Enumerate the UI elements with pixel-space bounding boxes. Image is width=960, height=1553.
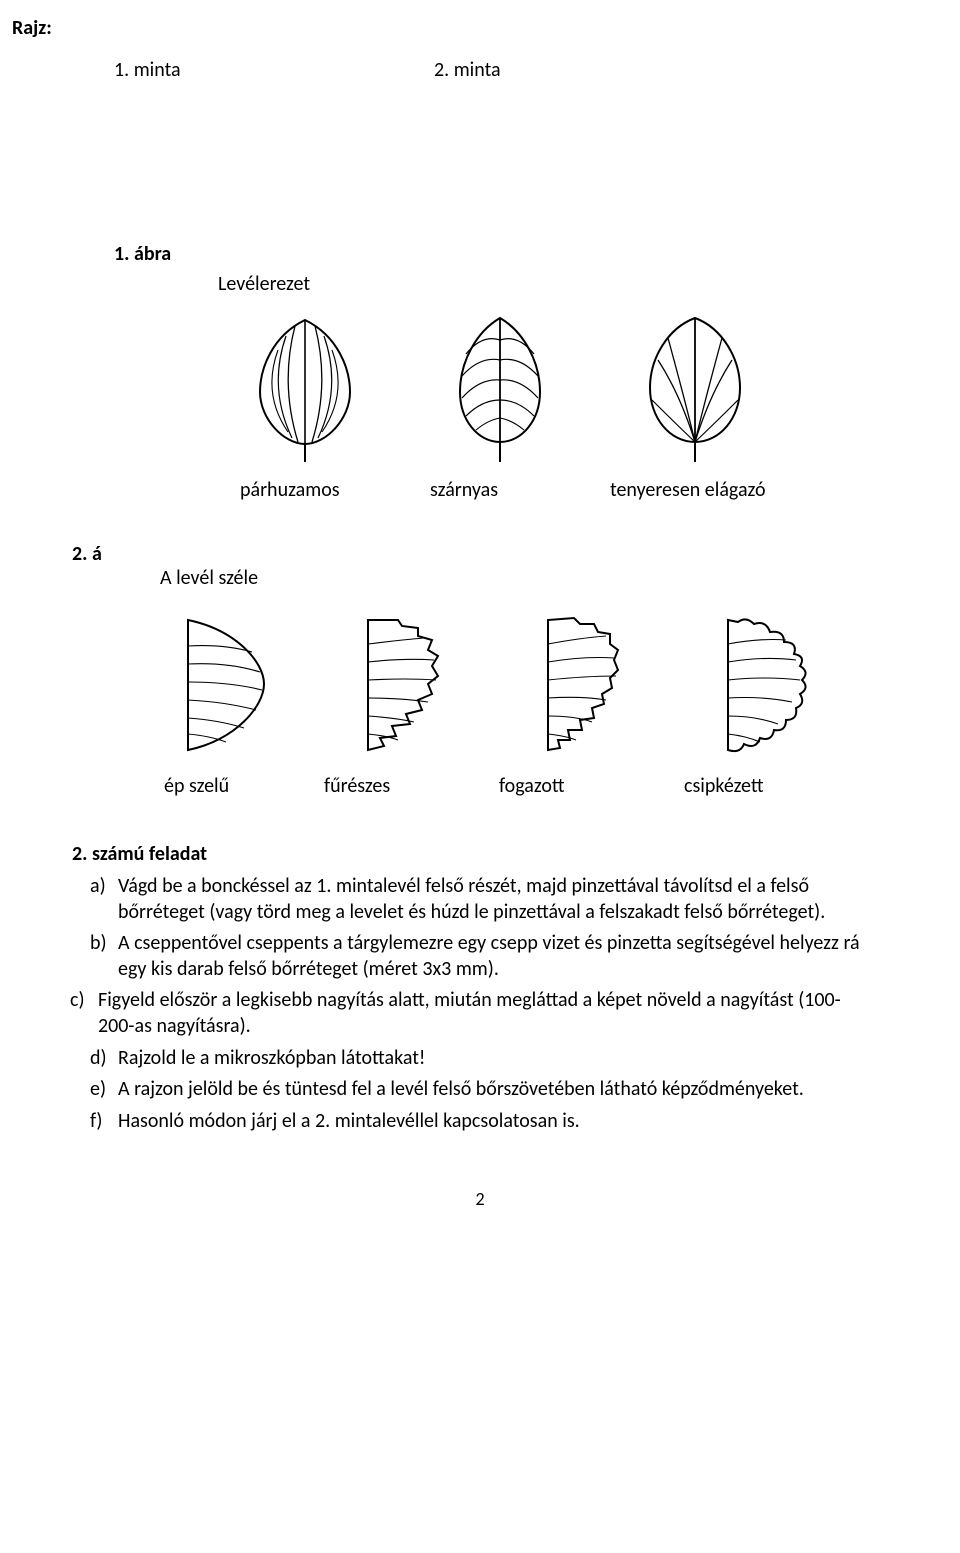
task-f-marker: f) [90,1109,118,1135]
leaf-crenate-icon [710,610,810,760]
figure-2-title: A levél széle [160,566,870,590]
task-d-text: Rajzold le a mikroszkópban látottakat! [118,1046,870,1072]
task-list: a) Vágd be a bonckéssel az 1. mintalevél… [90,874,870,1134]
task-e-text: A rajzon jelöld be és tüntesd fel a levé… [118,1077,870,1103]
task-a-marker: a) [90,874,118,925]
leaf-serrate-icon [350,610,450,760]
minta-1-label: 1. minta [114,58,434,82]
page-number: 2 [90,1188,870,1210]
caption-parallel: párhuzamos [240,478,430,502]
leaf-margin-row [90,610,870,760]
caption-pinnate: szárnyas [430,478,610,502]
minta-row: 1. minta 2. minta [90,58,870,82]
caption-palmate: tenyeresen elágazó [610,478,766,502]
leaf-venation-row [90,314,870,464]
leaf-pinnate-icon [450,314,550,464]
task-item-d: d) Rajzold le a mikroszkópban látottakat… [90,1046,870,1072]
heading-rajz: Rajz: [12,16,870,40]
task-b-text: A cseppentővel cseppents a tárgylemezre … [118,931,870,982]
task-item-a: a) Vágd be a bonckéssel az 1. mintalevél… [90,874,870,925]
task-e-marker: e) [90,1077,118,1103]
document-page: Rajz: 1. minta 2. minta 1. ábra Levélere… [0,0,960,1250]
task-f-text: Hasonló módon járj el a 2. mintalevéllel… [118,1109,870,1135]
task-item-e: e) A rajzon jelöld be és tüntesd fel a l… [90,1077,870,1103]
caption-entire: ép szelű [164,774,324,798]
figure-1-title: Levélerezet [218,272,870,296]
task-a-text: Vágd be a bonckéssel az 1. mintalevél fe… [118,874,870,925]
task-b-marker: b) [90,931,118,982]
task-item-f: f) Hasonló módon járj el a 2. mintalevél… [90,1109,870,1135]
leaf-venation-captions: párhuzamos szárnyas tenyeresen elágazó [90,478,870,502]
task-d-marker: d) [90,1046,118,1072]
task-item-b: b) A cseppentővel cseppents a tárgylemez… [90,931,870,982]
minta-2-label: 2. minta [434,58,501,82]
task-item-c: c) Figyeld először a legkisebb nagyítás … [70,988,870,1039]
caption-dentate: fogazott [499,774,684,798]
figure-1-label: 1. ábra [114,242,870,266]
leaf-parallel-icon [250,314,360,464]
leaf-dentate-icon [530,610,630,760]
task-c-marker: c) [70,988,98,1039]
leaf-entire-icon [170,610,270,760]
figure-2-label: 2. á [72,542,870,566]
caption-serrate: fűrészes [324,774,499,798]
caption-crenate: csipkézett [684,774,764,798]
task-c-text: Figyeld először a legkisebb nagyítás ala… [98,988,870,1039]
task-2-heading: 2. számú feladat [72,842,870,866]
leaf-palmate-icon [640,314,750,464]
leaf-margin-captions: ép szelű fűrészes fogazott csipkézett [90,774,870,798]
